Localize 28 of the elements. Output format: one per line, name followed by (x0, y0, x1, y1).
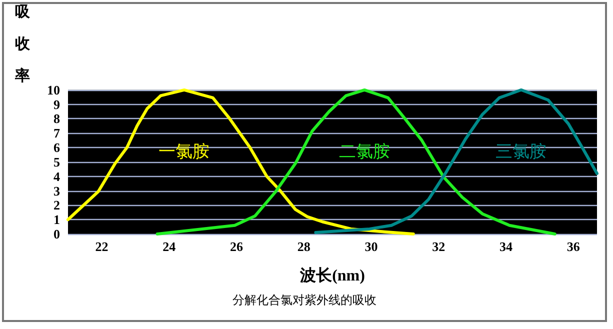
line-series (314, 88, 598, 234)
line-series (66, 88, 415, 236)
y-tick-label: 7 (54, 126, 60, 141)
y-tick-label: 2 (54, 198, 60, 213)
y-tick-label: 1 (54, 212, 60, 228)
x-tick-label: 34 (500, 239, 514, 254)
series-label: 三氯胺 (496, 142, 547, 162)
y-tick-label: 3 (54, 183, 60, 198)
y-tick-label: 0 (54, 226, 60, 242)
series-label: 二氯胺 (339, 142, 390, 162)
text: 分解化合氯对紫外线的吸收 (232, 293, 376, 307)
x-tick-label: 22 (95, 239, 108, 254)
x-tick-label: 36 (566, 239, 580, 254)
y-tick-label: 9 (54, 96, 60, 112)
x-tick-label: 32 (432, 239, 446, 254)
x-tick-label: 24 (162, 239, 176, 254)
series-label: 一氯胺 (158, 142, 210, 162)
x-tick-label: 28 (297, 239, 311, 254)
x-tick-label: 30 (364, 239, 378, 254)
x-axis-title: 波长(nm) (299, 266, 365, 284)
y-axis-title: 吸收率 (14, 2, 31, 84)
y-tick-label: 10 (47, 82, 60, 98)
y-tick-label: 8 (54, 111, 60, 126)
y-tick-label: 6 (54, 140, 60, 156)
y-tick-label: 4 (54, 168, 60, 184)
x-tick-label: 26 (230, 239, 244, 254)
line-series (156, 88, 556, 236)
y-tick-label: 5 (54, 154, 60, 170)
